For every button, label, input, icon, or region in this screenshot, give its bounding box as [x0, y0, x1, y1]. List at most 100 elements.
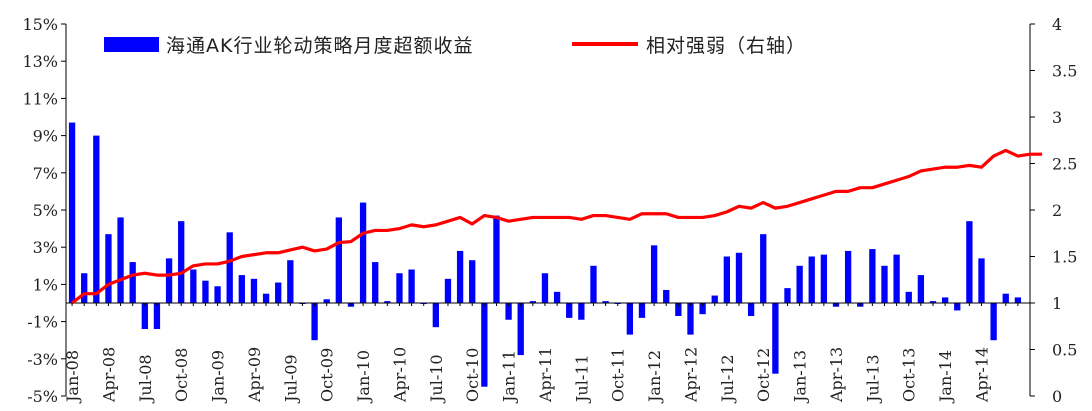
x-tick-label: Jul-10 [427, 354, 446, 404]
bar-series [68, 122, 1022, 387]
bar [699, 303, 706, 315]
bar [432, 303, 439, 328]
bar [105, 234, 112, 303]
bar [226, 232, 233, 303]
x-tick-label: Apr-11 [536, 347, 555, 403]
bar [796, 265, 803, 303]
x-tick-label: Jan-11 [500, 350, 519, 404]
bar [954, 303, 961, 311]
bar [941, 297, 949, 303]
y-right-tick-label: 0.5 [1052, 341, 1077, 360]
legend-swatch-bar [104, 37, 159, 52]
x-tick-label: Jul-08 [136, 354, 155, 404]
bar [675, 303, 682, 317]
y-right-tick-label: 1.5 [1052, 248, 1077, 267]
bar [735, 252, 743, 303]
bar [335, 217, 342, 303]
bar [275, 282, 282, 303]
bar [190, 269, 197, 303]
x-tick-label: Oct-09 [318, 348, 337, 402]
bar [772, 303, 779, 374]
bar [117, 217, 124, 303]
x-tick-label: Oct-13 [900, 348, 919, 402]
bar [687, 303, 694, 335]
y-right-tick-label: 3 [1052, 108, 1062, 127]
bar [505, 303, 512, 320]
bar [1002, 293, 1009, 303]
bar [396, 273, 403, 303]
bar [165, 258, 173, 303]
x-tick-label: Jul-09 [281, 354, 300, 404]
x-tick-label: Jan-10 [354, 350, 373, 404]
x-tick-label: Jan-09 [209, 350, 228, 404]
bar [408, 269, 415, 303]
bar [214, 286, 221, 303]
bar [784, 288, 791, 303]
bar [978, 258, 985, 303]
legend-label-line: 相对强弱（右轴） [646, 35, 806, 57]
x-tick-label: Jul-12 [718, 354, 737, 404]
x-tick-label: Jan-12 [645, 350, 664, 404]
legend-label-bar: 海通AK行业轮动策略月度超额收益 [166, 35, 473, 57]
bar [250, 278, 258, 303]
y-left-tick-label: -5% [27, 387, 58, 406]
bar [893, 254, 900, 303]
x-tick-label: Jan-14 [936, 350, 955, 404]
bar [202, 280, 209, 303]
bar [323, 299, 330, 303]
bar [626, 303, 634, 335]
bar [93, 135, 100, 303]
bar [517, 303, 524, 356]
bar [711, 295, 718, 303]
bar [287, 260, 294, 303]
y-right-tick-label: 3.5 [1052, 62, 1077, 81]
x-tick-label: Apr-13 [827, 347, 846, 403]
bar [262, 293, 270, 303]
y-right-tick-label: 2 [1052, 201, 1062, 220]
bar [650, 245, 658, 303]
bar [566, 303, 573, 318]
bar [384, 301, 391, 303]
bar [663, 289, 670, 303]
bar [553, 291, 561, 303]
bar [129, 262, 136, 303]
bar [869, 249, 876, 303]
bar [917, 275, 925, 303]
x-tick-label: Jul-13 [863, 354, 882, 404]
bar [747, 303, 755, 317]
x-tick-label: Oct-10 [463, 348, 482, 402]
bar [990, 303, 997, 341]
x-tick-label: Apr-08 [99, 347, 118, 403]
bar [541, 273, 549, 303]
y-left-tick-label: 1% [33, 275, 58, 294]
bar [481, 303, 488, 387]
x-tick-label: Apr-09 [245, 347, 264, 403]
bar [638, 303, 646, 318]
bar [578, 303, 585, 320]
bar [590, 265, 597, 303]
x-tick-label: Apr-12 [681, 347, 700, 403]
bar [153, 303, 161, 330]
bar [966, 221, 973, 303]
x-tick-label: Apr-14 [973, 347, 992, 403]
bar [808, 256, 815, 303]
bar [905, 291, 912, 303]
bar [723, 256, 731, 303]
legend: 海通AK行业轮动策略月度超额收益 相对强弱（右轴） [104, 35, 806, 57]
x-tick-label: Jul-11 [572, 354, 591, 404]
bar [238, 275, 245, 303]
bar [81, 273, 88, 303]
y-right-tick-label: 4 [1052, 15, 1062, 34]
y-right-tick-label: 1 [1052, 294, 1062, 313]
y-left-tick-label: 5% [33, 201, 58, 220]
y-left-tick-label: 11% [22, 89, 58, 108]
bar [311, 303, 318, 341]
bar [141, 303, 148, 330]
bar [469, 260, 476, 303]
strength-line [71, 148, 1043, 305]
bar [444, 278, 452, 303]
x-tick-label: Jan-08 [63, 350, 82, 404]
y-left-tick-label: -1% [27, 313, 58, 332]
bar [1014, 297, 1022, 303]
